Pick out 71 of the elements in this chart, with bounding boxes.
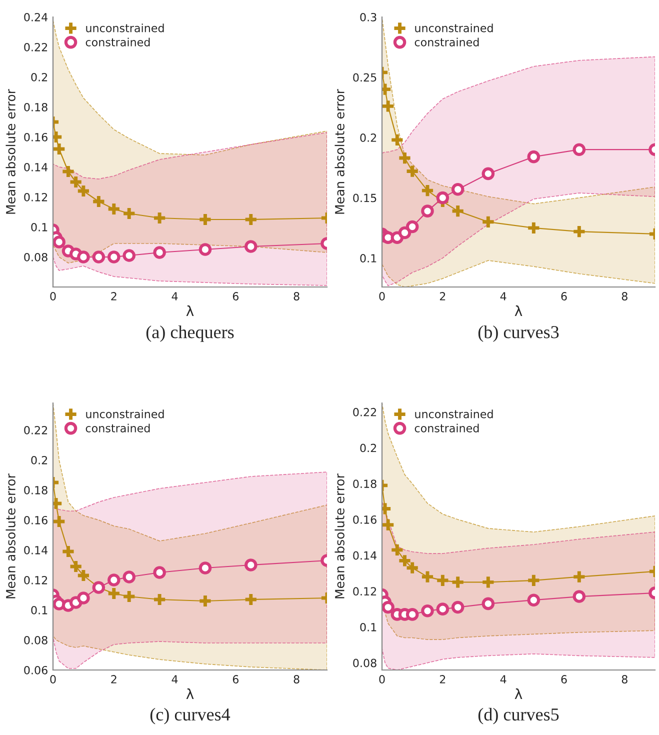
- y-axis-title: Mean absolute error: [6, 89, 16, 214]
- y-tick-label: 0.08: [24, 636, 48, 644]
- y-tick-label: 0.1: [31, 222, 48, 232]
- y-tick-label: 0.22: [353, 408, 376, 416]
- legend-label: unconstrained: [86, 24, 164, 32]
- text: (d) curves5: [478, 708, 559, 724]
- y-tick-label: 0.24: [24, 12, 48, 22]
- y-tick-label: 0.22: [24, 426, 48, 434]
- legend-label: constrained: [414, 38, 479, 46]
- y-tick-label: 0.1: [360, 622, 376, 632]
- x-tick-label: 4: [172, 292, 178, 300]
- y-tick-label: 0.22: [24, 42, 48, 52]
- x-axis-title: λ: [514, 305, 522, 316]
- x-tick-label: 0: [50, 292, 56, 300]
- x-tick-label: 4: [172, 675, 178, 684]
- x-tick-label: 8: [622, 292, 628, 300]
- y-tick-label: 0.12: [24, 576, 48, 584]
- x-tick-label: 4: [500, 292, 506, 300]
- y-tick-label: 0.08: [24, 252, 48, 262]
- y-tick-label: 0.12: [353, 587, 376, 596]
- y-tick-label: 0.14: [24, 162, 48, 172]
- x-tick-label: 6: [232, 292, 238, 300]
- x-tick-label: 0: [50, 675, 56, 684]
- y-tick-label: 0.3: [360, 12, 376, 22]
- y-tick-label: 0.06: [24, 666, 48, 674]
- legend-label: unconstrained: [415, 24, 493, 32]
- legend-label: constrained: [86, 38, 150, 46]
- y-tick-label: 0.25: [353, 73, 376, 82]
- text: (a) chequers: [146, 326, 234, 342]
- x-tick-label: 2: [440, 292, 446, 300]
- y-tick-label: 0.2: [31, 456, 48, 464]
- y-tick-label: 0.12: [24, 192, 48, 202]
- y-tick-label: 0.1: [31, 606, 48, 614]
- x-tick-label: 2: [440, 675, 446, 684]
- y-tick-label: 0.2: [31, 72, 48, 82]
- y-tick-label: 0.18: [353, 480, 376, 488]
- legend-label: unconstrained: [86, 410, 164, 418]
- text: (b) curves3: [478, 326, 559, 342]
- x-tick-label: 6: [561, 292, 567, 300]
- x-axis-title: λ: [186, 688, 194, 699]
- x-tick-label: 0: [379, 675, 385, 684]
- x-tick-label: 6: [561, 675, 567, 684]
- y-tick-label: 0.18: [24, 486, 48, 494]
- y-tick-label: 0.1: [360, 254, 376, 262]
- y-axis-title: Mean absolute error: [334, 89, 344, 214]
- x-tick-label: 2: [111, 675, 116, 684]
- y-tick-label: 0.14: [24, 546, 48, 554]
- y-axis-title: Mean absolute error: [6, 474, 16, 598]
- legend-label: constrained: [414, 424, 479, 432]
- x-tick-label: 8: [294, 675, 300, 684]
- y-tick-label: 0.16: [24, 516, 48, 524]
- y-tick-label: 0.08: [353, 658, 376, 668]
- text: (c) curves4: [150, 708, 230, 724]
- x-tick-label: 4: [500, 675, 506, 684]
- legend-label: unconstrained: [415, 410, 493, 418]
- x-axis-title: λ: [514, 688, 522, 699]
- y-tick-label: 0.16: [24, 132, 48, 142]
- y-tick-label: 0.2: [360, 134, 376, 142]
- y-tick-label: 0.14: [353, 551, 377, 560]
- y-tick-label: 0.16: [353, 515, 376, 524]
- y-axis-title: Mean absolute error: [334, 474, 344, 598]
- x-tick-label: 8: [294, 292, 300, 300]
- x-tick-label: 6: [232, 675, 238, 684]
- y-tick-label: 0.2: [360, 444, 376, 452]
- legend-label: constrained: [86, 424, 150, 432]
- y-tick-label: 0.15: [353, 194, 376, 202]
- x-axis-title: λ: [186, 305, 194, 316]
- x-tick-label: 2: [111, 292, 116, 300]
- x-tick-label: 8: [622, 675, 628, 684]
- x-tick-label: 0: [379, 292, 385, 300]
- y-tick-label: 0.18: [24, 102, 48, 112]
